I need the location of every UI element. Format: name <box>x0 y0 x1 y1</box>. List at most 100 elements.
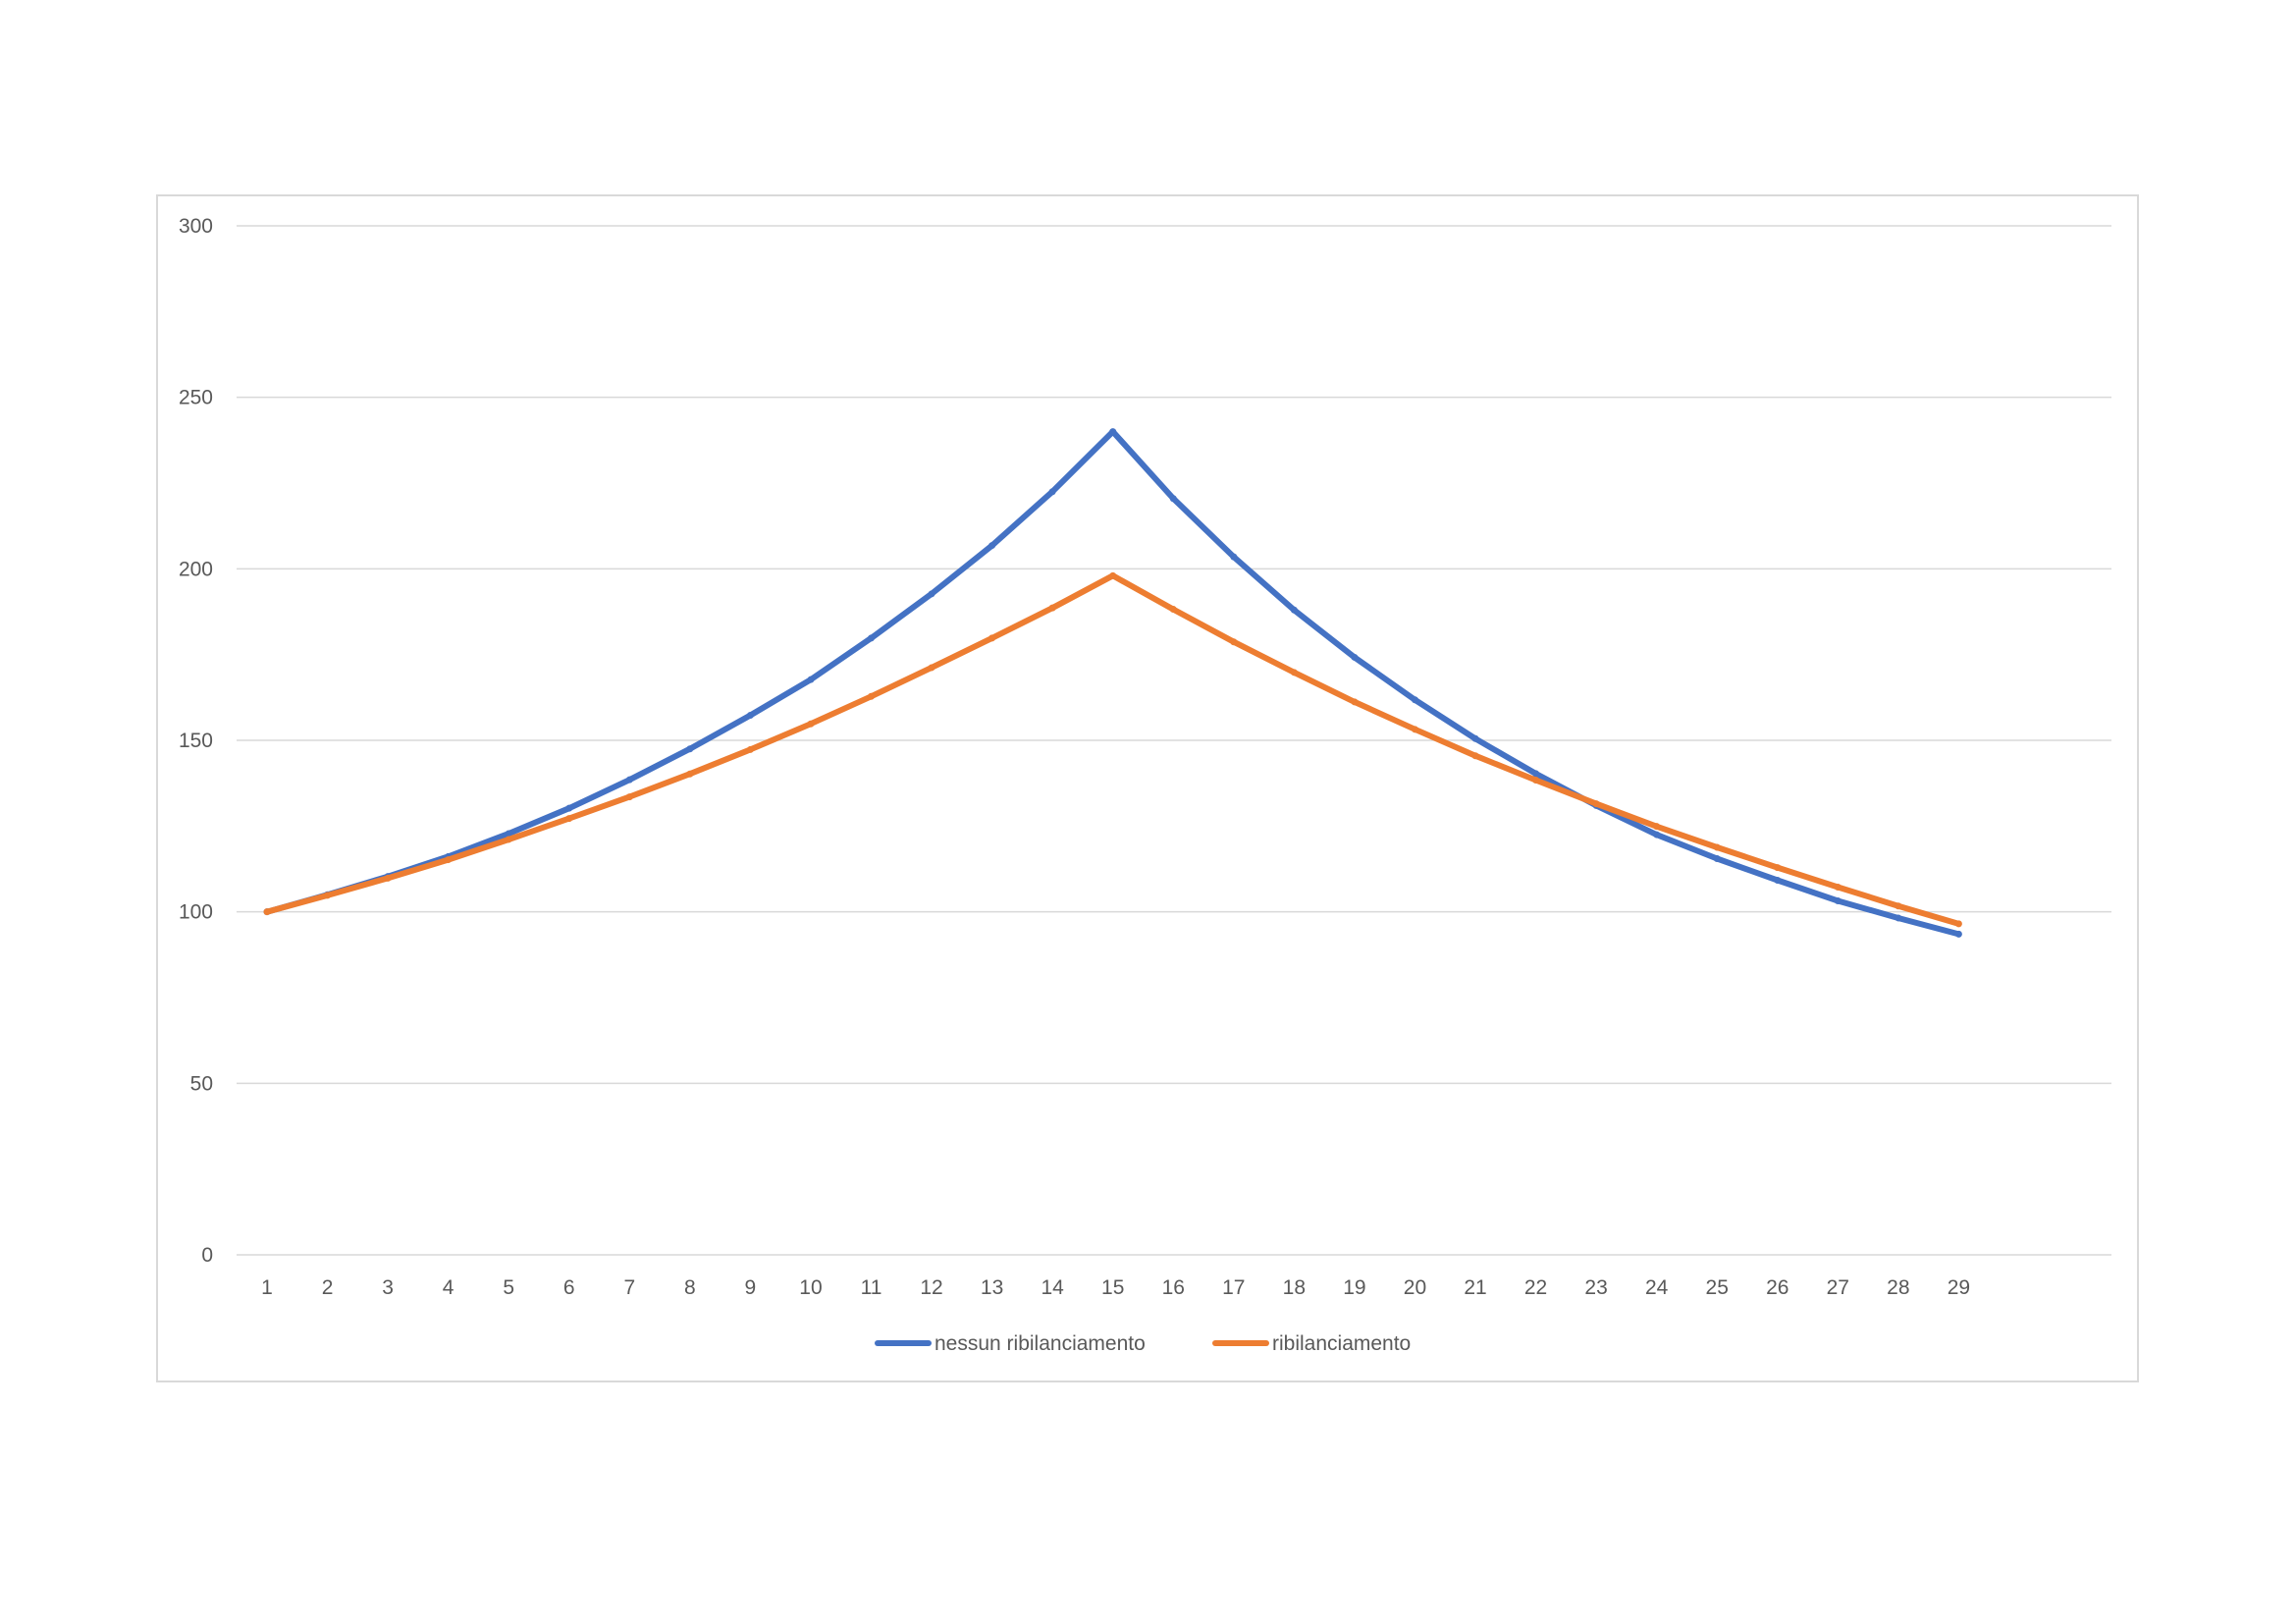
y-tick-label: 200 <box>179 558 213 580</box>
legend-label-1: nessun ribilanciamento <box>934 1332 1146 1355</box>
series-1-point <box>686 745 694 753</box>
series-2-point <box>807 720 815 728</box>
series-line-2 <box>264 572 1962 927</box>
series-1-point <box>1048 488 1056 496</box>
series-2-point <box>1290 669 1298 677</box>
series-1-point <box>1351 653 1359 661</box>
series-line-1 <box>264 428 1962 938</box>
x-tick-label: 4 <box>443 1276 454 1299</box>
x-tick-label: 7 <box>623 1276 635 1299</box>
x-tick-label: 13 <box>981 1276 1003 1299</box>
series-2-point <box>1895 902 1902 910</box>
series-2-point <box>565 815 573 823</box>
series-1-point <box>625 776 633 784</box>
gridlines <box>237 225 2111 1256</box>
x-tick-label: 9 <box>745 1276 757 1299</box>
series-2-point <box>868 692 875 700</box>
series-2-point <box>988 634 996 642</box>
chart-frame: 0 50 100 150 200 250 300 1 2 3 4 5 6 7 8 9 10 11 12 13 14 15… <box>156 194 2139 1382</box>
x-tick-label: 16 <box>1162 1276 1185 1299</box>
x-tick-label: 23 <box>1584 1276 1607 1299</box>
x-tick-label: 25 <box>1706 1276 1729 1299</box>
x-tick-label: 26 <box>1766 1276 1789 1299</box>
series-2-point <box>1471 752 1479 760</box>
series-1-point <box>1834 896 1842 904</box>
series-1-point <box>565 804 573 812</box>
series-2-point <box>324 892 332 899</box>
series-1-point <box>1169 495 1177 503</box>
x-tick-label: 1 <box>261 1276 273 1299</box>
series-2-point <box>1169 606 1177 614</box>
x-tick-label: 28 <box>1887 1276 1909 1299</box>
series-2-point <box>1411 726 1418 733</box>
series-lines <box>263 428 1962 938</box>
series-1-point <box>1230 553 1238 561</box>
series-1-point <box>746 711 754 719</box>
series-2-point <box>1230 638 1238 646</box>
series-1-point <box>1290 606 1298 614</box>
x-tick-label: 29 <box>1948 1276 1970 1299</box>
x-tick-label: 5 <box>503 1276 514 1299</box>
x-tick-label: 17 <box>1222 1276 1245 1299</box>
legend: nessun ribilanciamento ribilanciamento <box>875 1332 1411 1355</box>
x-tick-label: 21 <box>1464 1276 1486 1299</box>
series-1-point <box>505 830 512 838</box>
series-1-point <box>1653 831 1661 839</box>
series-1-point <box>1954 930 1962 938</box>
series-2-point <box>625 793 633 801</box>
y-axis-tick-labels: 0 50 100 150 200 250 300 <box>179 215 213 1267</box>
x-axis-tick-labels: 1 2 3 4 5 6 7 8 9 10 11 12 13 14 15 16 17 18 19 20 21 22 23 24 2… <box>261 1276 1970 1299</box>
x-tick-label: 3 <box>382 1276 394 1299</box>
y-tick-label: 250 <box>179 387 213 409</box>
x-tick-label: 6 <box>563 1276 575 1299</box>
x-tick-label: 27 <box>1827 1276 1849 1299</box>
series-1-point <box>1109 428 1117 436</box>
series-1-point <box>1774 877 1782 885</box>
series-1-point <box>807 676 815 683</box>
series-2-point <box>1048 604 1056 612</box>
series-2-point <box>1774 864 1782 872</box>
x-tick-label: 15 <box>1101 1276 1124 1299</box>
series-1-point <box>1471 734 1479 742</box>
series-2-point <box>1351 698 1359 706</box>
x-tick-label: 18 <box>1283 1276 1306 1299</box>
y-tick-label: 100 <box>179 901 213 924</box>
series-2-point <box>1532 777 1540 785</box>
x-tick-label: 20 <box>1404 1276 1426 1299</box>
x-tick-label: 12 <box>920 1276 942 1299</box>
series-2-point <box>1653 823 1661 831</box>
series-1-point <box>1895 914 1902 922</box>
series-2-point <box>1834 884 1842 892</box>
series-1-point <box>1532 770 1540 778</box>
legend-item-2: ribilanciamento <box>1212 1332 1411 1355</box>
x-tick-label: 2 <box>322 1276 334 1299</box>
x-tick-label: 11 <box>861 1276 882 1299</box>
y-tick-label: 0 <box>201 1244 213 1267</box>
x-tick-label: 19 <box>1343 1276 1365 1299</box>
legend-label-2: ribilanciamento <box>1272 1332 1411 1355</box>
y-tick-label: 50 <box>190 1072 213 1095</box>
series-2-point <box>505 836 512 843</box>
series-1-point <box>868 634 875 642</box>
series-1-point <box>1713 855 1721 863</box>
x-tick-label: 14 <box>1041 1276 1064 1299</box>
series-2-point <box>445 856 453 864</box>
series-2-point <box>384 874 392 882</box>
x-tick-label: 8 <box>684 1276 696 1299</box>
series-2-point <box>1592 800 1600 808</box>
series-1-point <box>988 542 996 550</box>
series-2-point <box>686 770 694 778</box>
y-tick-label: 150 <box>179 730 213 752</box>
x-tick-label: 22 <box>1524 1276 1547 1299</box>
y-tick-label: 300 <box>179 215 213 238</box>
series-2-point <box>746 745 754 753</box>
series-2-point <box>928 664 935 672</box>
series-2-point <box>1954 920 1962 928</box>
series-1-point <box>928 590 935 598</box>
series-2-point <box>1713 843 1721 851</box>
series-1-point <box>1411 696 1418 704</box>
x-tick-label: 10 <box>799 1276 822 1299</box>
series-2-point <box>263 908 271 916</box>
legend-item-1: nessun ribilanciamento <box>875 1332 1146 1355</box>
